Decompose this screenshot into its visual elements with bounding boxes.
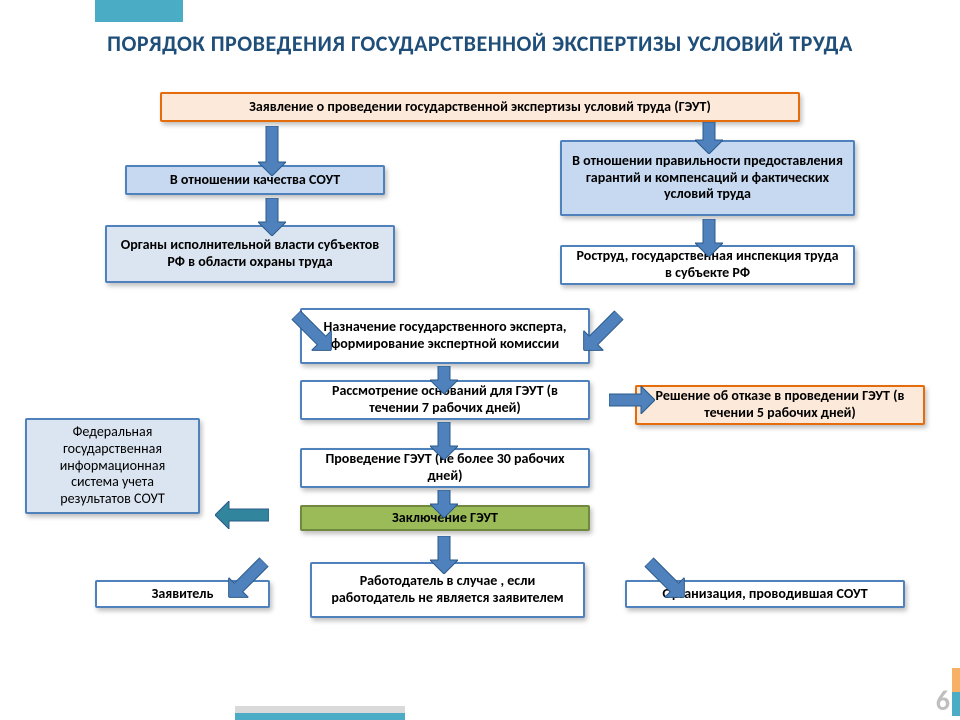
node-b1: Заявление о проведении государственной э…	[160, 92, 800, 122]
node-b2: В отношении качества СОУТ	[125, 165, 385, 195]
arrow-7	[430, 422, 458, 465]
node-b6: Назначение государственного эксперта, фо…	[300, 308, 590, 364]
arrow-0	[258, 126, 286, 181]
arrow-2	[258, 198, 286, 241]
node-b10: Решение об отказе в проведении ГЭУТ (в т…	[635, 385, 925, 425]
arrow-8	[430, 490, 458, 523]
arrow-1	[695, 122, 723, 159]
arrow-11	[430, 536, 458, 579]
decor-bottom	[235, 706, 405, 720]
node-b11: Федеральная государственная информационн…	[25, 418, 200, 514]
decor-right	[952, 668, 960, 716]
arrow-6	[430, 366, 458, 399]
arrow-10	[210, 501, 269, 529]
arrow-9	[609, 386, 660, 414]
arrow-3	[695, 219, 723, 262]
decor-top	[95, 0, 183, 22]
page-title: ПОРЯДОК ПРОВЕДЕНИЯ ГОСУДАРСТВЕННОЙ ЭКСПЕ…	[0, 30, 960, 57]
flowchart-stage: ПОРЯДОК ПРОВЕДЕНИЯ ГОСУДАРСТВЕННОЙ ЭКСПЕ…	[0, 0, 960, 720]
node-b4: Органы исполнительной власти субъектов Р…	[105, 225, 395, 283]
page-number: 6	[936, 683, 950, 718]
